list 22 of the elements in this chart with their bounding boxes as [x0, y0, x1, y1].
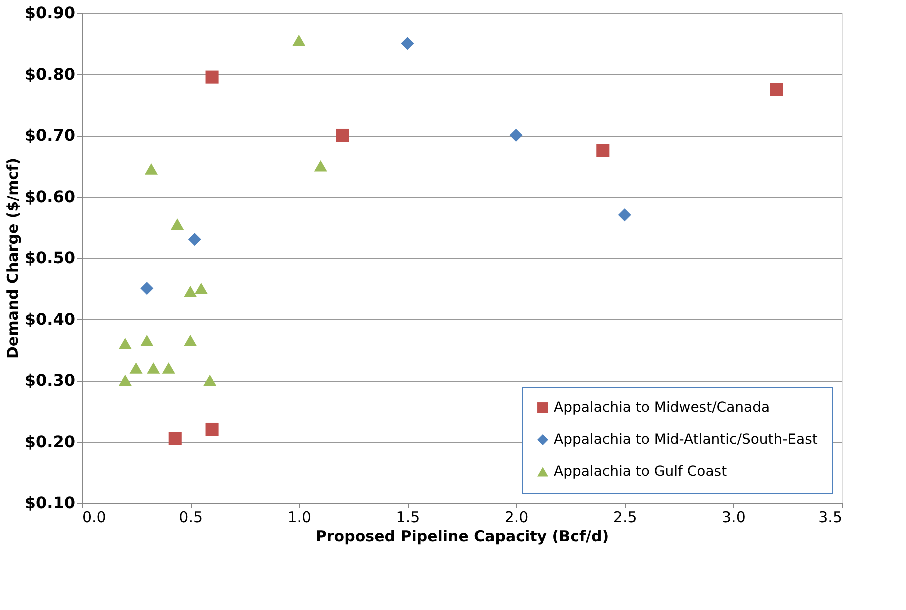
- x-tick-label: 1.5: [396, 508, 420, 526]
- x-tick-label: 2.5: [613, 508, 638, 526]
- x-tick-label: 3.0: [722, 508, 746, 526]
- x-tick-label: 1.0: [288, 508, 312, 526]
- y-tick-label: $0.20: [24, 432, 76, 452]
- y-tick-label: $0.70: [24, 126, 76, 145]
- y-tick-label: $0.90: [24, 4, 76, 22]
- x-tick-label: 3.5: [818, 508, 842, 526]
- legend-label: Appalachia to Midwest/Canada: [554, 400, 770, 416]
- legend-label: Appalachia to Mid-Atlantic/South-East: [554, 432, 818, 448]
- y-tick-label: $0.10: [24, 494, 76, 512]
- x-axis-title: Proposed Pipeline Capacity (Bcf/d): [316, 528, 610, 546]
- y-tick-label: $0.40: [24, 310, 76, 329]
- legend-label: Appalachia to Gulf Coast: [554, 464, 728, 480]
- y-tick-label: $0.60: [24, 187, 76, 206]
- y-axis-title: Demand Charge ($/mcf): [4, 158, 22, 360]
- y-tick-label: $0.80: [24, 64, 76, 84]
- y-tick-label: $0.50: [24, 248, 76, 268]
- x-tick-label: 0.5: [179, 508, 203, 526]
- x-tick-label: 2.0: [504, 508, 529, 526]
- y-tick-label: $0.30: [24, 371, 76, 390]
- x-tick-label: 0.0: [82, 508, 106, 526]
